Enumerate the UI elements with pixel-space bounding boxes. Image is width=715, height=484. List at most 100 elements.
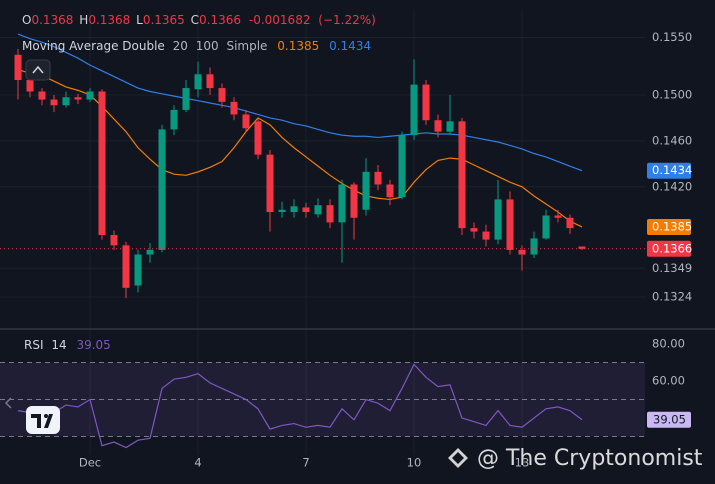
ohlc-legend: O0.1368 H0.1368 L0.1365 C0.1366 -0.00168… [22,13,376,27]
candle-body [446,121,454,132]
candle-body [398,135,406,198]
x-tick-label: 7 [302,456,309,470]
chevron-icon[interactable] [32,65,44,74]
key: L [136,13,143,27]
axis-layer: 0.1324 0.1349 0.1420 0.1460 0.1500 0.1550 Dec 4… [79,30,692,469]
x-tick-label: Dec [79,456,101,470]
rsi-line [17,363,583,449]
candle-body [434,120,442,132]
candle-body [242,114,250,129]
value: 0.1365 [143,13,185,27]
moving-average-line [17,33,583,172]
legend-entry: 20 [173,39,188,53]
x-tick-label: 4 [194,456,201,470]
candle-body [74,97,82,100]
candle-body [326,205,334,223]
indicator-method: Simple [226,39,267,53]
candle-body [122,245,130,288]
key: C [191,13,199,27]
candle-body [266,154,274,213]
price-tag-label: 0.1434 [652,163,692,177]
y-tick-label: 0.1349 [652,261,692,275]
candle-body [50,99,58,106]
rsi-legend: RSI 14 39.05 [24,338,111,352]
candle-body [110,235,118,246]
button-bg[interactable] [25,59,51,81]
candle-body [338,184,346,223]
rsi-band [0,362,645,437]
candle-body [134,254,142,286]
change-percent: (−1.22%) [318,13,376,27]
candle-body [194,74,202,90]
candle-body [146,249,154,255]
x-tick-label: 10 [407,456,422,470]
y-tick-label: 0.1460 [652,133,692,147]
candle-body [62,97,70,106]
candle-body [422,84,430,121]
candle-body [218,88,226,102]
candle-body [98,91,106,236]
logo-bg [26,406,60,434]
candle-body [482,231,490,240]
logo-dot [44,414,48,418]
y-tick-label: 0.1324 [652,290,692,304]
key: H [79,13,88,27]
candle-body [506,199,514,250]
y-tick-label: 0.1420 [652,179,692,193]
candle-body [578,246,586,249]
candle-body [38,91,46,100]
value: 0.1368 [88,13,130,27]
legend-value: 0.1385 [277,39,319,53]
candle-body [254,121,262,155]
candle-body [182,88,190,110]
candle-body [158,129,166,250]
candle-body [314,205,322,215]
y-tick-label: 0.1500 [652,87,692,101]
legend-value: 0.1434 [329,39,371,53]
candle-body [554,215,562,218]
candle-body [410,84,418,136]
price-tag [647,218,691,235]
y-tick-label: 80.00 [652,337,685,351]
x-tick-label: 13 [515,456,530,470]
collapse-button[interactable] [25,59,51,81]
key: O [22,13,31,27]
candle-body [230,101,238,115]
candle-body [86,91,94,100]
candle-body [206,74,214,89]
indicator-name: RSI [24,338,44,352]
change: -0.001682 [249,13,311,27]
candle-body [290,206,298,213]
rsi-tag [647,411,691,428]
value: 0.1368 [31,13,73,27]
marks-layer [0,33,645,449]
candle-body [26,80,34,92]
candle-body [566,217,574,229]
indicator-period: 14 [51,338,66,352]
candle-body [518,249,526,255]
watermark-text: @ The Cryptonomist [477,446,703,471]
price-tag [647,162,691,179]
watermark-icon [448,448,468,468]
price-tag [647,240,691,257]
candle-body [542,215,550,239]
candle-body [494,199,502,240]
candle-body [458,121,466,229]
indicator-legend: Moving Average Double 20 100 Simple 0.13… [22,39,371,53]
scroll-arrow[interactable] [4,397,12,409]
legend-entry: 100 [196,39,219,53]
rsi-tag-label: 39.05 [653,412,686,426]
candle-body [14,54,22,81]
tv-logo [26,406,60,434]
candle-body [386,184,394,198]
value: 0.1366 [199,13,241,27]
y-tick-label: 0.1550 [652,30,692,44]
moving-average-line [17,69,583,228]
candle-body [278,209,286,213]
y-tick-label: 60.00 [652,374,685,388]
candle-body [362,171,370,210]
price-tag-label: 0.1366 [652,241,692,255]
